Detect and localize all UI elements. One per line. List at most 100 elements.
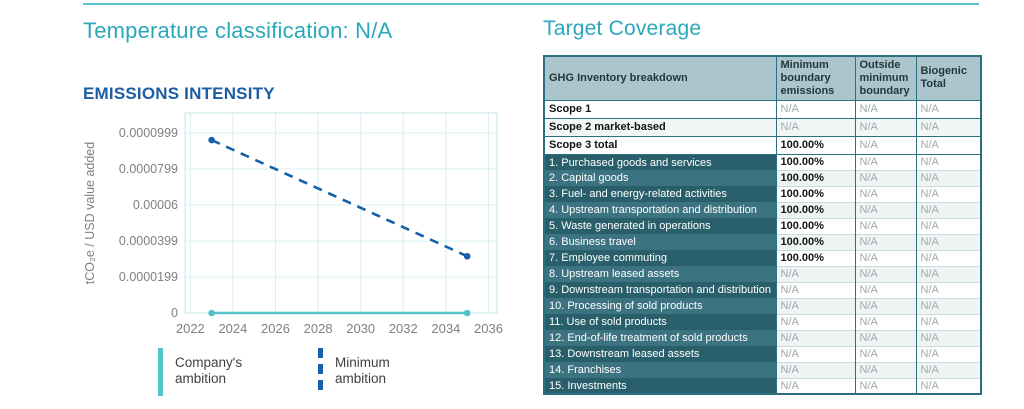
table-cell: N/A bbox=[854, 265, 917, 283]
row-label: Scope 2 market-based bbox=[543, 117, 777, 137]
table-cell: N/A bbox=[915, 297, 982, 315]
category-row: 7. Employee commuting 100.00% N/A N/A bbox=[543, 249, 982, 267]
row-label: 6. Business travel bbox=[543, 234, 776, 251]
svg-text:0.0000799: 0.0000799 bbox=[119, 162, 178, 176]
top-divider-line bbox=[83, 3, 979, 5]
table-cell: N/A bbox=[854, 297, 917, 315]
chart-canvas: 2022 2024 2026 2028 2030 2032 2034 2036 0 0.00001… bbox=[83, 112, 503, 336]
column-header: Outside minimum boundary bbox=[854, 55, 917, 101]
table-cell: N/A bbox=[915, 377, 982, 395]
table-cell: N/A bbox=[854, 361, 917, 379]
table-cell: N/A bbox=[854, 201, 917, 219]
table-cell: N/A bbox=[854, 281, 917, 299]
scope-row: Scope 2 market-based N/A N/A N/A bbox=[543, 117, 982, 137]
table-cell: N/A bbox=[915, 169, 982, 187]
table-cell: N/A bbox=[854, 99, 917, 119]
table-cell: N/A bbox=[775, 265, 856, 283]
table-cell: 100.00% bbox=[775, 153, 856, 171]
series-0 bbox=[208, 309, 471, 317]
table-cell: N/A bbox=[775, 329, 856, 347]
svg-text:0.00006: 0.00006 bbox=[133, 198, 178, 212]
svg-text:2036: 2036 bbox=[474, 321, 503, 336]
table-cell: 100.00% bbox=[775, 185, 856, 203]
category-row: 11. Use of sold products N/A N/A N/A bbox=[543, 313, 982, 331]
category-row: 6. Business travel 100.00% N/A N/A bbox=[543, 233, 982, 251]
svg-text:2026: 2026 bbox=[261, 321, 290, 336]
scope-row: Scope 1 N/A N/A N/A bbox=[543, 99, 982, 119]
table-cell: N/A bbox=[854, 377, 917, 395]
table-cell: N/A bbox=[915, 117, 982, 137]
row-label: 7. Employee commuting bbox=[543, 250, 776, 267]
row-label: 1. Purchased goods and services bbox=[543, 154, 776, 171]
svg-text:0.0000199: 0.0000199 bbox=[119, 270, 178, 284]
table-cell: N/A bbox=[915, 153, 982, 171]
column-header: GHG Inventory breakdown bbox=[543, 55, 777, 101]
category-row: 1. Purchased goods and services 100.00% N/… bbox=[543, 153, 982, 171]
row-label: 14. Franchises bbox=[543, 362, 776, 379]
table-cell: N/A bbox=[854, 185, 917, 203]
table-cell: N/A bbox=[854, 169, 917, 187]
table-cell: N/A bbox=[854, 313, 917, 331]
table-cell: N/A bbox=[915, 217, 982, 235]
row-label: 13. Downstream leased assets bbox=[543, 346, 776, 363]
category-row: 4. Upstream transportation and distribut… bbox=[543, 201, 982, 219]
row-label: 11. Use of sold products bbox=[543, 314, 776, 331]
table-cell: N/A bbox=[775, 117, 856, 137]
table-cell: N/A bbox=[915, 329, 982, 347]
svg-text:0: 0 bbox=[171, 306, 178, 320]
svg-text:0.0000399: 0.0000399 bbox=[119, 234, 178, 248]
category-row: 15. Investments N/A N/A N/A bbox=[543, 377, 982, 395]
svg-text:2032: 2032 bbox=[389, 321, 418, 336]
table-cell: N/A bbox=[915, 313, 982, 331]
table-cell: N/A bbox=[915, 185, 982, 203]
legend-label: Company's ambition bbox=[175, 355, 243, 387]
table-cell: N/A bbox=[854, 249, 917, 267]
table-cell: N/A bbox=[775, 99, 856, 119]
chart-grid bbox=[185, 113, 497, 314]
table-cell: N/A bbox=[854, 217, 917, 235]
svg-text:2024: 2024 bbox=[218, 321, 247, 336]
column-header: Biogenic Total bbox=[915, 55, 982, 101]
target-coverage-title: Target Coverage bbox=[543, 17, 702, 40]
ghg-inventory-table-wrap: GHG Inventory breakdown Minimum boundary … bbox=[543, 55, 982, 396]
row-label: 8. Upstream leased assets bbox=[543, 266, 776, 283]
table-cell: N/A bbox=[775, 361, 856, 379]
table-cell: N/A bbox=[915, 281, 982, 299]
table-cell: N/A bbox=[915, 135, 982, 155]
table-cell: N/A bbox=[915, 265, 982, 283]
table-cell: N/A bbox=[854, 233, 917, 251]
table-cell: N/A bbox=[775, 345, 856, 363]
series-1 bbox=[208, 136, 471, 260]
category-row: 5. Waste generated in operations 100.00% N… bbox=[543, 217, 982, 235]
category-row: 14. Franchises N/A N/A N/A bbox=[543, 361, 982, 379]
legend-label: Minimum ambition bbox=[335, 355, 390, 387]
svg-text:0.0000999: 0.0000999 bbox=[119, 126, 178, 140]
row-label: 4. Upstream transportation and distribut… bbox=[543, 202, 776, 219]
svg-text:2022: 2022 bbox=[176, 321, 205, 336]
svg-text:2030: 2030 bbox=[346, 321, 375, 336]
ghg-inventory-table: GHG Inventory breakdown Minimum boundary … bbox=[543, 55, 982, 396]
table-cell: 100.00% bbox=[775, 135, 856, 155]
legend-item-company-ambition: Company's ambition bbox=[158, 348, 267, 396]
minimum-ambition-swatch bbox=[318, 348, 323, 396]
table-cell: N/A bbox=[775, 297, 856, 315]
emissions-intensity-chart: 2022 2024 2026 2028 2030 2032 2034 2036 0 0.00001… bbox=[80, 110, 520, 350]
table-cell: 100.00% bbox=[775, 201, 856, 219]
svg-text:2034: 2034 bbox=[431, 321, 460, 336]
row-label: 5. Waste generated in operations bbox=[543, 218, 776, 235]
table-cell: N/A bbox=[854, 329, 917, 347]
category-row: 3. Fuel- and energy-related activities 10… bbox=[543, 185, 982, 203]
table-cell: N/A bbox=[854, 345, 917, 363]
row-label: Scope 1 bbox=[543, 99, 777, 119]
table-cell: N/A bbox=[854, 153, 917, 171]
table-cell: N/A bbox=[915, 99, 982, 119]
category-row: 13. Downstream leased assets N/A N/A N/A bbox=[543, 345, 982, 363]
category-row: 10. Processing of sold products N/A N/A N/A bbox=[543, 297, 982, 315]
table-cell: N/A bbox=[854, 135, 917, 155]
y-axis-tick-labels: 0 0.0000199 0.0000399 0.00006 0.0000799 0.000… bbox=[119, 126, 178, 320]
row-label: 3. Fuel- and energy-related activities bbox=[543, 186, 776, 203]
category-row: 12. End-of-life treatment of sold produc… bbox=[543, 329, 982, 347]
row-label: 9. Downstream transportation and distrib… bbox=[543, 282, 776, 299]
row-label: 2. Capital goods bbox=[543, 170, 776, 187]
